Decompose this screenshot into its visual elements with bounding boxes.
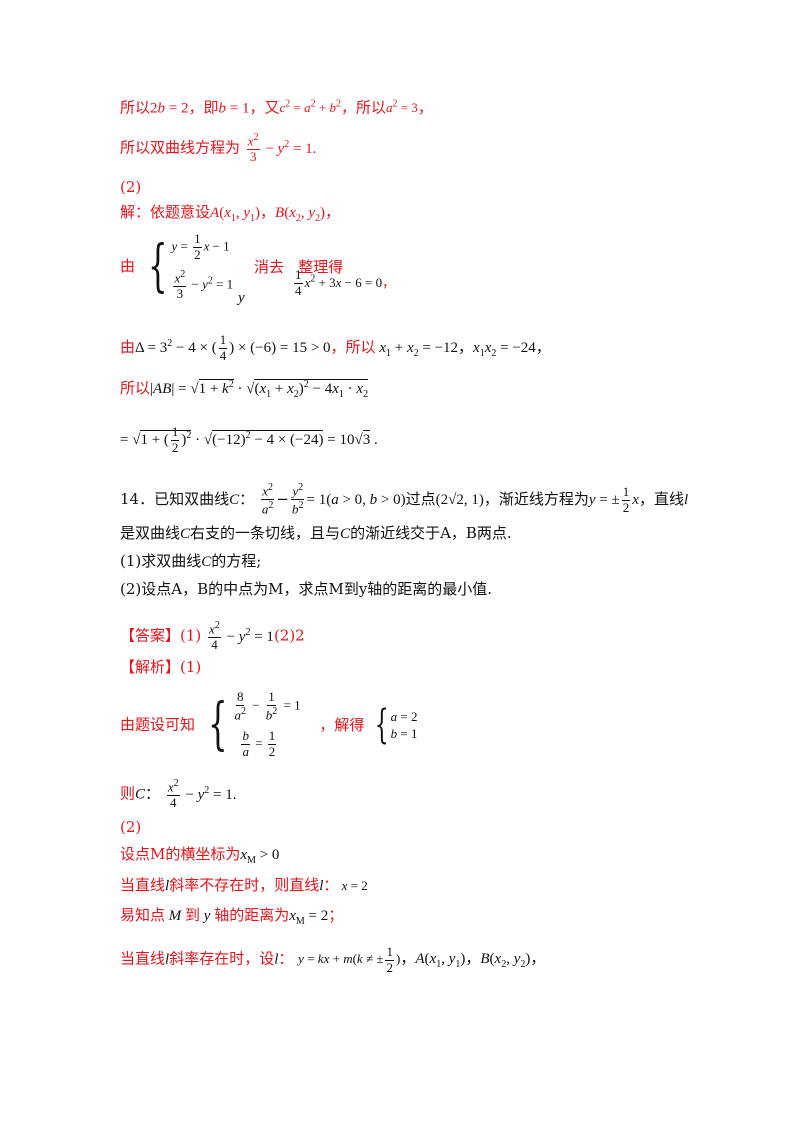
- part2-label: (2): [120, 180, 141, 195]
- q14-q1a: (1)求双曲线: [120, 552, 202, 570]
- part2b-text: (2): [120, 818, 142, 836]
- text-zhengli: 整理得: [298, 257, 344, 276]
- text-s2a: 当直线: [120, 876, 166, 894]
- text-s2b: 斜率不存在时，则直线: [169, 876, 320, 894]
- line-vertical: 当直线l斜率不存在时，则直线l： x = 2: [120, 876, 368, 894]
- text-eq-label: 所以双曲线方程为: [120, 138, 241, 157]
- q14-line2: 是双曲线C右支的一条切线，且与C的渐近线交于A，B两点.: [120, 524, 512, 542]
- q14-text-b: ：: [239, 489, 255, 508]
- q14-text-c: 过点: [405, 489, 436, 508]
- text-suoyi: 所以: [120, 98, 151, 117]
- text-suoyi3: ，所以: [330, 337, 376, 356]
- text-s3b: 到: [185, 906, 201, 924]
- answer-label: 【答案】: [120, 626, 181, 645]
- line-set-ab: 解：依题意设A(x1, y1)，B(x2, y2)，: [120, 203, 341, 224]
- text-s4c: ：: [278, 949, 294, 968]
- text-ze: 则: [120, 784, 136, 803]
- line-ab-result: = √1 + (1 2)2 · √(−12)2 − 4 × (−24) = 10√…: [120, 424, 378, 455]
- q14-text-e: ，直线: [638, 489, 684, 508]
- text-you2: 由: [120, 257, 136, 276]
- part2b-label: (2): [120, 820, 141, 835]
- line-c-eq: 则C： x2 4 − y2 = 1.: [120, 778, 237, 811]
- q14-l2c: 的渐近线交于A，B两点.: [350, 524, 512, 542]
- brace-icon: {: [374, 702, 389, 749]
- line-xm: 设点M的横坐标为xM > 0: [120, 845, 280, 866]
- text-jiede: ，解得: [319, 715, 365, 734]
- text-s1: 设点M的横坐标为: [120, 845, 241, 863]
- text-s2c: ：: [323, 876, 339, 894]
- text-suoyi2: ，所以: [340, 98, 386, 117]
- q14-text-a: 14．已知双曲线: [120, 489, 230, 508]
- text-xiaoqu: 消去: [253, 257, 284, 276]
- text-youti: 由题设可知: [120, 715, 196, 734]
- text-you: ，又: [249, 98, 280, 117]
- q14-sub1: (1)求双曲线C的方程;: [120, 552, 262, 570]
- brace-icon: {: [207, 692, 228, 758]
- var-y: y: [238, 290, 245, 306]
- brace-icon: {: [147, 234, 168, 300]
- text-you3: 由: [120, 337, 136, 356]
- answer-p1: (1): [180, 626, 202, 645]
- q14-q1b: 的方程;: [211, 552, 262, 570]
- text-s4b: 斜率存在时，设: [169, 949, 275, 968]
- line-discriminant: 由Δ = 32 − 4 × (1 4) × (−6) = 15 > 0，所以 x1…: [120, 332, 551, 363]
- line-b-value: 所以2b = 2，即b = 1，又c2 = a2 + b2，所以a2 = 3，: [120, 98, 433, 117]
- q14-line1: 14．已知双曲线C： x2 a2− y2 b2 = 1(a > 0, b > 0)过点(…: [120, 482, 689, 517]
- text-s4a: 当直线: [120, 949, 166, 968]
- q14-sub2: (2)设点A，B的中点为M，求点M到y轴的距离的最小值.: [120, 582, 492, 597]
- line-ab-length: 所以|AB| = √1 + k2 · √(x1 + x2)2 − 4x1 · x…: [120, 379, 369, 400]
- analysis-label: 【解析】: [120, 658, 181, 676]
- text-s3c: 轴的距离为: [214, 906, 290, 924]
- q14-text-d: ，渐近线方程为: [483, 489, 589, 508]
- eq-quadratic: 1 4 x2 + 3x − 6 = 0，: [294, 267, 396, 298]
- comma: ，: [417, 98, 433, 117]
- text-suoyi4: 所以: [120, 379, 151, 397]
- text-jib: ，即: [188, 98, 219, 117]
- text-s3a: 易知点: [120, 906, 166, 924]
- text-y: y: [238, 290, 245, 306]
- analysis-p1: (1): [180, 658, 202, 676]
- text-s3d: ；: [328, 906, 344, 924]
- q14-l2b: 右支的一条切线，且与: [190, 524, 341, 542]
- line-slope-exists: 当直线l斜率存在时，设l： y = kx + m(k ≠ ±1 2)，A(x1, …: [120, 944, 546, 975]
- answer-p2: (2)2: [273, 626, 305, 645]
- part2-text: (2): [120, 178, 142, 196]
- text-jie: 解：依题意设: [120, 203, 211, 221]
- q14-l2a: 是双曲线: [120, 524, 181, 542]
- line-hyperbola-eq: 所以双曲线方程为 x2 3 − y2 = 1.: [120, 132, 317, 165]
- line-distance: 易知点 M 到 y 轴的距离为xM = 2；: [120, 906, 344, 927]
- q14-q2: (2)设点A，B的中点为M，求点M到y轴的距离的最小值.: [120, 580, 493, 598]
- analysis-line: 【解析】(1): [120, 660, 201, 675]
- answer-line: 【答案】(1) x2 4 − y2 = 1(2)2: [120, 620, 305, 653]
